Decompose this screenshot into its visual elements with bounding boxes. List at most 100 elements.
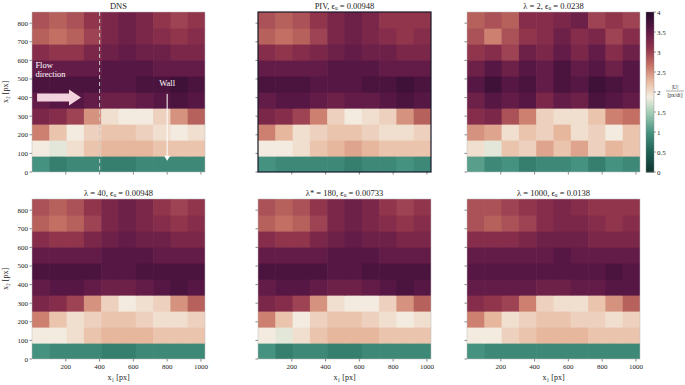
heatmap-cell: [49, 279, 67, 296]
heatmap-cell: [379, 215, 397, 232]
x-tick-label: 800: [162, 363, 173, 371]
heatmap-cell: [67, 295, 85, 312]
heatmap-cell: [484, 92, 502, 109]
heatmap-cell: [119, 279, 137, 296]
panel-title: λ = 40, ϵᵤ = 0.00948: [84, 188, 153, 198]
heatmap-cell: [467, 92, 485, 109]
heatmap-cell: [519, 108, 537, 125]
heatmap-cell: [136, 263, 154, 280]
heatmap-cell: [136, 231, 154, 248]
heatmap-cell: [136, 124, 154, 141]
heatmap-cell: [258, 140, 276, 157]
heatmap-cell: [502, 28, 520, 45]
heatmap-cell: [136, 140, 154, 157]
heatmap-cell: [119, 215, 137, 232]
heatmap-cell: [153, 44, 171, 61]
heatmap-cell: [536, 215, 554, 232]
heatmap-cell: [623, 343, 640, 359]
heatmap-cell: [188, 279, 205, 296]
heatmap-cell: [67, 311, 85, 328]
heatmap-cell: [310, 124, 328, 141]
heatmap-cell: [484, 140, 502, 157]
heatmap-cell: [554, 247, 572, 264]
heatmap-cells: [258, 199, 431, 359]
heatmap-cell: [32, 124, 50, 141]
heatmap-cell: [275, 92, 293, 109]
y-tick-label: 300: [18, 113, 29, 121]
heatmap-cell: [345, 263, 363, 280]
heatmap-cell: [49, 156, 67, 172]
heatmap-cell: [519, 28, 537, 45]
heatmap-cell: [396, 279, 414, 296]
y-tick: [465, 23, 468, 24]
heatmap-cell: [275, 12, 293, 29]
heatmap-cell: [84, 247, 102, 264]
heatmap-cell: [519, 295, 537, 312]
heatmap-cell: [327, 231, 345, 248]
heatmap-cell: [623, 231, 640, 248]
heatmap-cell: [519, 231, 537, 248]
heatmap-cell: [293, 279, 311, 296]
heatmap-cell: [519, 12, 537, 29]
heatmap-cell: [414, 140, 431, 157]
y-tick: [465, 340, 468, 341]
y-tick: [465, 359, 468, 360]
heatmap-cell: [119, 12, 137, 29]
heatmap-cell: [188, 44, 205, 61]
y-tick: [465, 247, 468, 248]
heatmap-cell: [170, 108, 188, 125]
heatmap-cell: [588, 279, 606, 296]
heatmap-cell: [467, 76, 485, 93]
heatmap-cell: [396, 12, 414, 29]
heatmap-cell: [170, 44, 188, 61]
heatmap-cell: [396, 76, 414, 93]
x-tick-label: 800: [388, 363, 399, 371]
heatmap-cell: [414, 231, 431, 248]
heatmap-cell: [502, 76, 520, 93]
heatmap-cell: [362, 12, 380, 29]
heatmap-cell: [310, 231, 328, 248]
heatmap-cell: [467, 295, 485, 312]
x-tick: [291, 359, 292, 362]
heatmap-cell: [379, 44, 397, 61]
heatmap-cell: [519, 140, 537, 157]
heatmap-cell: [153, 343, 171, 359]
heatmap-cell: [605, 199, 623, 216]
heatmap-cell: [588, 231, 606, 248]
heatmap-cell: [170, 327, 188, 344]
heatmap-cell: [396, 92, 414, 109]
heatmap-cell: [379, 231, 397, 248]
x-tick: [568, 172, 569, 175]
heatmap-cell: [554, 263, 572, 280]
heatmap-cell: [153, 199, 171, 216]
colorbar-tick-label: 1.5: [657, 109, 666, 117]
y-tick: [30, 23, 33, 24]
heatmap-cell: [188, 76, 205, 93]
heatmap-cell: [605, 279, 623, 296]
heatmap-cell: [536, 76, 554, 93]
y-tick: [30, 134, 33, 135]
y-tick-label: 400: [18, 94, 29, 102]
heatmap-cell: [293, 60, 311, 77]
y-tick-label: 700: [18, 38, 29, 46]
x-tick: [325, 359, 326, 362]
heatmap-cell: [502, 156, 520, 172]
heatmap-cell: [345, 231, 363, 248]
heatmap-cell: [554, 156, 572, 172]
heatmap-cell: [554, 327, 572, 344]
heatmap-cell: [293, 215, 311, 232]
y-tick-label: 0: [25, 169, 29, 177]
heatmap-cell: [519, 60, 537, 77]
x-tick: [167, 359, 168, 362]
heatmap-cell: [362, 311, 380, 328]
heatmap-cell: [345, 76, 363, 93]
heatmap-cell: [484, 12, 502, 29]
heatmap-cell: [345, 311, 363, 328]
y-tick: [30, 60, 33, 61]
heatmap-cell: [414, 156, 431, 172]
wall-arrow: [167, 94, 168, 157]
heatmap-cell: [119, 60, 137, 77]
heatmap-cells: [467, 12, 640, 172]
annotation-label: direction: [35, 69, 66, 79]
heatmap-cell: [119, 76, 137, 93]
